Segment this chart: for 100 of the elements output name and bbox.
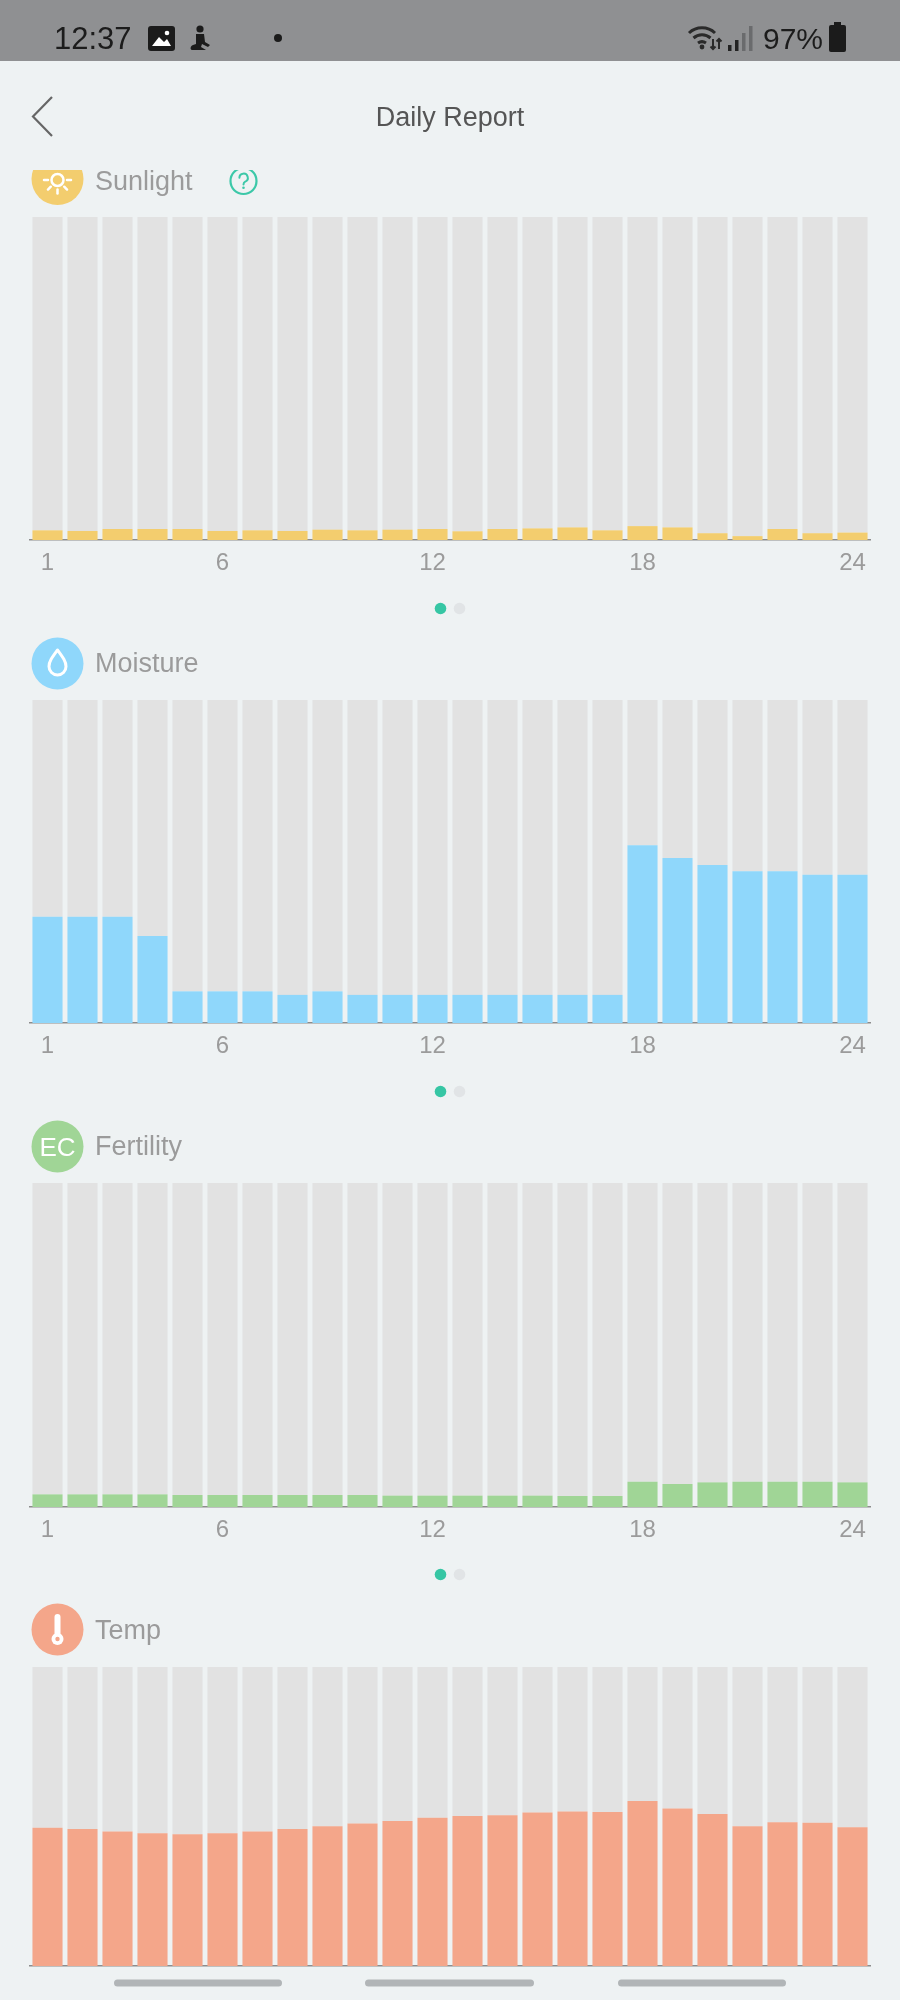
bar xyxy=(137,936,168,1023)
bar xyxy=(662,1667,693,1809)
bar xyxy=(32,1183,63,1495)
bar xyxy=(767,1481,798,1507)
x-tick-label: 1 xyxy=(40,1031,55,1059)
bar xyxy=(732,871,763,1023)
bar xyxy=(592,1495,623,1507)
bar xyxy=(662,857,693,1023)
bar xyxy=(487,1815,518,1966)
bar xyxy=(67,1667,98,1830)
bar xyxy=(242,1495,273,1507)
bar xyxy=(522,217,553,529)
chart-title: Fertility xyxy=(95,1130,182,1163)
bar xyxy=(662,1183,693,1484)
bar xyxy=(802,1822,833,1966)
bar xyxy=(452,1667,483,1816)
bar xyxy=(207,1183,238,1496)
bar xyxy=(452,531,483,540)
bar xyxy=(207,1833,238,1966)
text: EC xyxy=(39,1131,76,1162)
bar xyxy=(837,217,868,533)
bar xyxy=(732,1481,763,1507)
bar xyxy=(347,1823,378,1966)
bar xyxy=(32,916,63,1023)
bar xyxy=(347,700,378,995)
bar xyxy=(382,529,413,540)
bar xyxy=(557,1495,588,1507)
bar xyxy=(382,1820,413,1966)
bar xyxy=(767,1667,798,1823)
bar xyxy=(312,1667,343,1827)
bar xyxy=(732,1667,763,1827)
bar xyxy=(522,1183,553,1496)
bar xyxy=(277,1667,308,1830)
bar xyxy=(627,1667,658,1801)
bar xyxy=(592,1183,623,1496)
bar xyxy=(242,530,273,540)
bar xyxy=(732,536,763,540)
bar xyxy=(697,1482,728,1507)
bar xyxy=(557,217,588,528)
bar xyxy=(802,874,833,1023)
x-tick-label: 18 xyxy=(629,1515,656,1543)
bar xyxy=(137,1494,168,1507)
bar xyxy=(767,1822,798,1966)
bar xyxy=(627,526,658,540)
bar xyxy=(627,1800,658,1966)
bar xyxy=(522,700,553,995)
bar xyxy=(382,700,413,995)
bar xyxy=(102,217,133,530)
bar xyxy=(417,1667,448,1818)
bar xyxy=(522,528,553,540)
bar xyxy=(697,865,728,1023)
x-tick-label: 18 xyxy=(629,1031,656,1059)
bar xyxy=(207,991,238,1023)
bar xyxy=(697,1183,728,1483)
bar xyxy=(697,533,728,540)
bar xyxy=(382,1183,413,1496)
bar xyxy=(172,700,203,992)
bar xyxy=(32,700,63,917)
bar xyxy=(172,1834,203,1966)
chart-title: Temp xyxy=(95,1614,162,1647)
bar xyxy=(137,1183,168,1495)
bar xyxy=(522,1667,553,1813)
chart-title: Sunlight xyxy=(95,165,193,198)
bar xyxy=(557,994,588,1023)
bar xyxy=(137,217,168,530)
bar xyxy=(732,1826,763,1966)
bar xyxy=(592,1667,623,1813)
bar xyxy=(767,700,798,872)
bar xyxy=(207,700,238,992)
bar xyxy=(347,1667,378,1824)
bar xyxy=(627,1481,658,1507)
bar xyxy=(837,1482,868,1507)
bar xyxy=(697,1814,728,1966)
bar xyxy=(522,1812,553,1966)
bar xyxy=(417,529,448,540)
bar xyxy=(417,1817,448,1966)
bar xyxy=(802,700,833,875)
bar xyxy=(102,1667,133,1832)
bar xyxy=(592,994,623,1023)
x-tick-label: 6 xyxy=(215,548,230,576)
bar xyxy=(172,529,203,540)
bar xyxy=(592,700,623,995)
bar xyxy=(102,1831,133,1966)
bar xyxy=(837,1827,868,1966)
bar xyxy=(802,1481,833,1507)
bar xyxy=(312,1183,343,1496)
bar xyxy=(662,1808,693,1966)
bar xyxy=(627,217,658,527)
bar xyxy=(67,1829,98,1966)
bar xyxy=(837,532,868,540)
bar xyxy=(557,527,588,540)
bar xyxy=(67,530,98,540)
bar xyxy=(312,1826,343,1966)
x-tick-label: 24 xyxy=(839,1515,866,1543)
bar xyxy=(312,700,343,992)
bar xyxy=(452,1183,483,1496)
bar xyxy=(487,217,518,530)
bar xyxy=(802,1667,833,1823)
bar xyxy=(837,1667,868,1828)
text: 97% xyxy=(763,21,824,57)
